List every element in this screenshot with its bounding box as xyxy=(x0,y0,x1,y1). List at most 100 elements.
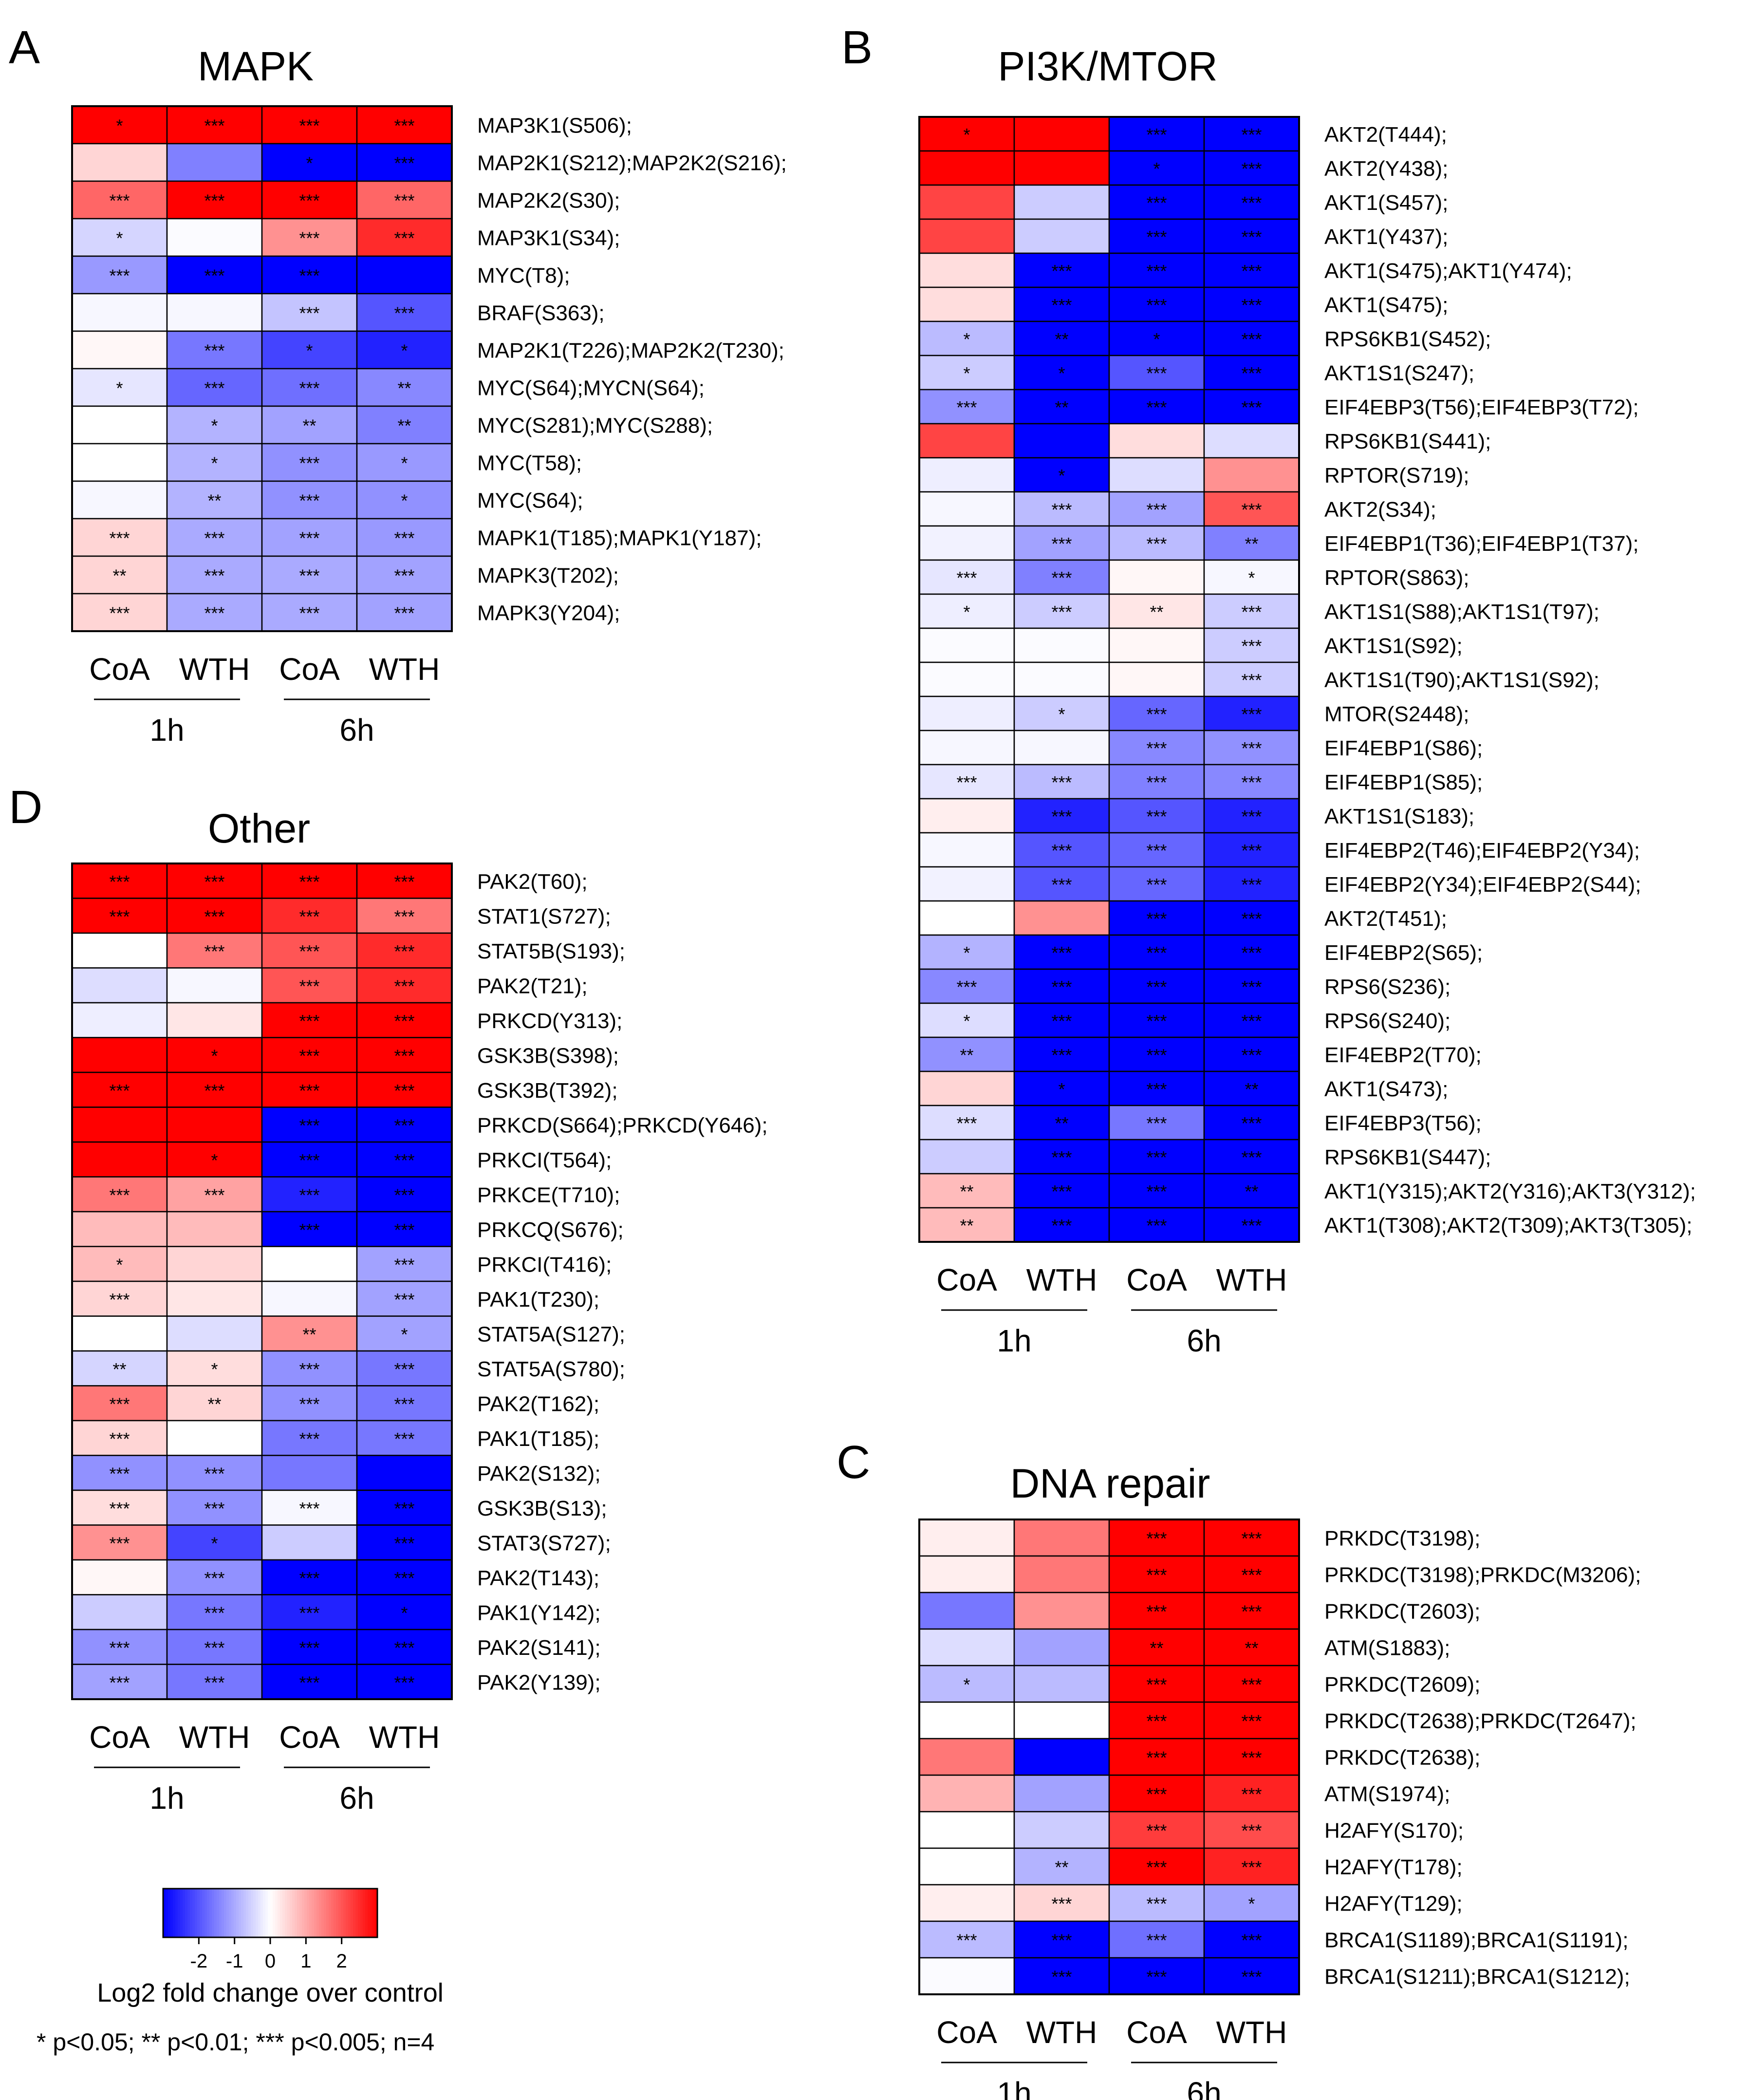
significance-mark: *** xyxy=(394,906,414,926)
heatmap-cell xyxy=(918,1957,1015,1995)
significance-mark: *** xyxy=(1241,1931,1262,1950)
significance-mark: *** xyxy=(956,977,977,997)
significance-mark: *** xyxy=(204,1081,224,1101)
significance-mark: ** xyxy=(207,491,221,511)
significance-mark: * xyxy=(963,125,970,145)
row-label: EIF4EBP3(T56);EIF4EBP3(T72); xyxy=(1324,395,1639,419)
heatmap-cell xyxy=(1203,1774,1300,1813)
colorbar-segment xyxy=(341,1889,344,1937)
row-label: PRKCI(T416); xyxy=(477,1253,612,1276)
heatmap-cell xyxy=(166,443,263,482)
heatmap-cell xyxy=(918,900,1015,936)
row-label: GSK3B(S398); xyxy=(477,1044,619,1068)
significance-mark: *** xyxy=(204,603,224,623)
significance-mark: *** xyxy=(1146,1079,1167,1099)
heatmap-cell xyxy=(166,1246,263,1282)
heatmap-cell xyxy=(1013,1036,1110,1072)
colorbar-segment xyxy=(170,1889,173,1937)
heatmap-cell xyxy=(1013,1207,1110,1243)
heatmap-cell xyxy=(71,443,168,482)
colorbar-segment xyxy=(316,1889,319,1937)
significance-mark: ** xyxy=(1245,1638,1258,1658)
colorbar-segment xyxy=(217,1889,220,1937)
significance-mark: * xyxy=(401,453,408,473)
significance-mark: *** xyxy=(1241,159,1262,179)
significance-mark: ** xyxy=(112,566,126,586)
colorbar-segment xyxy=(365,1889,368,1937)
heatmap-cell xyxy=(1013,1555,1110,1594)
significance-mark: *** xyxy=(1146,1857,1167,1877)
significance-mark: *** xyxy=(1241,261,1262,281)
heatmap-cell xyxy=(918,423,1015,459)
row-label: PAK2(S132); xyxy=(477,1462,601,1485)
panel-title: MAPK xyxy=(198,43,314,89)
heatmap-cell xyxy=(918,1139,1015,1175)
colorbar-segment xyxy=(299,1889,302,1937)
significance-mark: *** xyxy=(1241,397,1262,417)
heatmap-border xyxy=(71,862,453,1700)
heatmap-cell xyxy=(166,1280,263,1317)
significance-mark: *** xyxy=(1241,806,1262,826)
row-label: PRKDC(T2638);PRKDC(T2647); xyxy=(1324,1709,1636,1733)
heatmap-cell xyxy=(1203,798,1300,834)
colorbar-segment xyxy=(163,1889,166,1937)
significance-mark: * xyxy=(211,1533,218,1553)
significance-mark: *** xyxy=(204,941,224,961)
row-label: AKT1(S473); xyxy=(1324,1077,1448,1101)
significance-mark: ** xyxy=(112,1359,126,1379)
row-label: MYC(S64); xyxy=(477,489,583,513)
heatmap-cell xyxy=(1108,695,1205,731)
heatmap-cell xyxy=(71,1489,168,1526)
heatmap-border xyxy=(71,105,453,632)
significance-mark: * xyxy=(1153,159,1160,179)
significance-mark: * xyxy=(401,341,408,361)
significance-mark: * xyxy=(963,329,970,349)
colorbar-segment xyxy=(346,1889,349,1937)
colorbar-segment xyxy=(307,1889,310,1937)
significance-mark: *** xyxy=(299,941,319,961)
significance-mark: *** xyxy=(1146,1113,1167,1133)
heatmap-cell xyxy=(918,1665,1015,1703)
heatmap-cell xyxy=(166,330,263,370)
colorbar-segment xyxy=(234,1889,237,1937)
panel-letter: C xyxy=(837,1436,870,1488)
colorbar-tick-label: 0 xyxy=(265,1950,276,1972)
significance-mark: *** xyxy=(1051,977,1072,997)
heatmap-cell xyxy=(71,1037,168,1073)
row-label: AKT1S1(S183); xyxy=(1324,805,1474,828)
colorbar-segment xyxy=(229,1889,232,1937)
row-label: MYC(T8); xyxy=(477,264,570,288)
significance-mark: *** xyxy=(1241,704,1262,724)
significance-mark: * xyxy=(116,1255,123,1275)
heatmap-cell xyxy=(1013,695,1110,731)
significance-mark: *** xyxy=(204,191,224,211)
panel-letter: B xyxy=(841,21,873,74)
significance-mark: * xyxy=(211,416,218,436)
colorbar-segment xyxy=(168,1889,171,1937)
colorbar-segment xyxy=(187,1889,190,1937)
heatmap-cell xyxy=(71,330,168,370)
colorbar-segment xyxy=(331,1889,334,1937)
row-label: STAT5B(S193); xyxy=(477,939,625,963)
heatmap-cell xyxy=(1013,491,1110,527)
colorbar-segment xyxy=(295,1889,298,1937)
significance-mark: * xyxy=(1058,1079,1065,1099)
significance-mark: *** xyxy=(1241,329,1262,349)
heatmap-border xyxy=(918,1519,1300,1995)
significance-mark: *** xyxy=(1146,261,1167,281)
heatmap-grid: ****************************************… xyxy=(71,862,453,1700)
significance-mark: *** xyxy=(299,528,319,548)
colorbar-segment xyxy=(246,1889,249,1937)
significance-mark: *** xyxy=(1051,261,1072,281)
row-label: RPS6KB1(S441); xyxy=(1324,430,1491,453)
significance-mark: * xyxy=(1248,568,1255,588)
heatmap-cell xyxy=(166,1037,263,1073)
heatmap-cell xyxy=(918,1519,1015,1557)
heatmap-cell xyxy=(261,293,358,332)
significance-mark: *** xyxy=(1146,1011,1167,1031)
significance-mark: *** xyxy=(1146,772,1167,792)
heatmap-cell xyxy=(1108,1592,1205,1630)
significance-mark: *** xyxy=(1241,1967,1262,1987)
heatmap-cell xyxy=(918,320,1015,356)
